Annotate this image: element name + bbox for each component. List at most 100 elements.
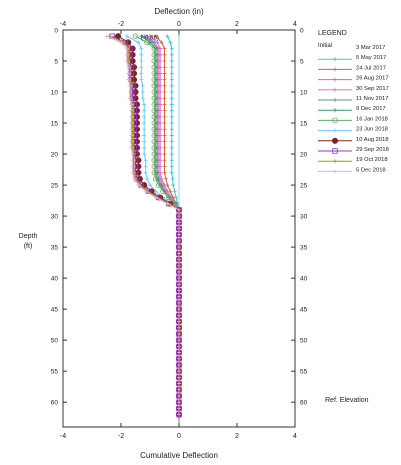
- x-tick-label-bottom: 0: [177, 433, 181, 440]
- series-point: [151, 157, 158, 164]
- y-tick-label-left: 25: [51, 183, 59, 190]
- series-point: [142, 114, 147, 119]
- series-point: [136, 183, 141, 188]
- series-point: [177, 356, 181, 361]
- series-point: [142, 127, 147, 132]
- series-point: [331, 137, 339, 144]
- reference-elevation-label: Ref. Elevation: [325, 397, 369, 404]
- y-tick-label-left: 5: [54, 59, 58, 66]
- y-tick-label-right: 45: [300, 307, 308, 314]
- series-point: [177, 288, 181, 293]
- series-group: [107, 34, 181, 417]
- series-point: [169, 145, 174, 150]
- y-tick-label-left: 30: [51, 214, 59, 221]
- series-point: [139, 46, 144, 51]
- y-tick-label-left: 35: [51, 245, 59, 252]
- series-point: [169, 90, 174, 95]
- series-point: [130, 164, 135, 169]
- series-point: [127, 90, 132, 95]
- series-point: [169, 170, 174, 175]
- series-point: [151, 101, 158, 108]
- series-point: [162, 133, 167, 138]
- series-point: [169, 152, 174, 157]
- series-point: [177, 325, 181, 330]
- series-point: [169, 121, 174, 126]
- series-point: [162, 127, 167, 132]
- x-tick-label-top: 0: [177, 21, 181, 28]
- series-point: [151, 107, 158, 114]
- series-point: [333, 87, 337, 92]
- series-point: [139, 34, 144, 39]
- legend-label: 23 Jun 2018: [356, 127, 388, 133]
- series-point: [177, 393, 181, 398]
- legend: 3 Mar 2017 5 May 2017 24 Jul 2017 26 Aug 20…: [318, 45, 389, 174]
- series-point: [177, 344, 181, 349]
- series-point: [169, 158, 174, 163]
- series-point: [162, 102, 167, 107]
- series-point: [177, 400, 181, 405]
- series-point: [155, 182, 162, 188]
- series-point: [169, 59, 174, 64]
- series-point: [177, 238, 181, 243]
- series-point: [130, 152, 135, 157]
- series-point: [333, 57, 337, 62]
- series-point: [130, 158, 135, 163]
- series-point: [170, 176, 175, 181]
- series-point: [177, 381, 181, 386]
- series-point: [177, 362, 181, 367]
- series-point: [332, 148, 338, 154]
- legend-entry: 10 Aug 2018: [318, 137, 389, 144]
- series-point: [333, 128, 337, 133]
- series-point: [139, 71, 144, 76]
- legend-entry: 9 Dec 2017: [318, 106, 386, 113]
- series-point: [177, 257, 181, 262]
- x-tick-label-top: 2: [235, 21, 239, 28]
- series-point: [126, 77, 131, 82]
- legend-entry: 26 Aug 2017: [318, 76, 389, 82]
- series-point: [151, 169, 158, 176]
- series-point: [333, 159, 337, 164]
- series-point: [145, 176, 150, 181]
- series-point: [142, 152, 147, 157]
- series-point: [162, 121, 167, 126]
- series-point: [177, 226, 181, 231]
- series-point: [129, 114, 134, 119]
- series-point: [165, 34, 170, 39]
- y-tick-label-left: 45: [51, 307, 59, 314]
- series-point: [151, 114, 158, 120]
- series-point: [151, 58, 158, 64]
- series-point: [172, 189, 177, 194]
- series-point: [143, 164, 148, 169]
- series-point: [333, 67, 337, 72]
- y-tick-label-right: 30: [300, 214, 308, 221]
- legend-entry: 19 Oct 2018: [318, 157, 388, 164]
- series-point: [159, 40, 164, 45]
- series-point: [153, 176, 159, 182]
- series-point: [151, 151, 158, 157]
- series-group: [109, 33, 182, 418]
- series-point: [162, 90, 167, 95]
- x-tick-label-bottom: 4: [293, 433, 297, 440]
- y-tick-label-left: 60: [51, 400, 59, 407]
- y-tick-label-left: 40: [51, 276, 59, 283]
- series-line: [117, 35, 180, 415]
- series-point: [177, 251, 181, 256]
- series-point: [151, 145, 158, 151]
- series-point: [162, 71, 167, 76]
- y-tick-label-left: 15: [51, 121, 59, 128]
- series-point: [177, 338, 181, 343]
- series-point: [143, 158, 148, 163]
- series-point: [177, 369, 181, 374]
- series-point: [169, 77, 174, 82]
- series-point: [151, 163, 158, 170]
- series-point: [148, 183, 152, 188]
- series-point: [177, 276, 181, 281]
- series-point: [148, 40, 152, 45]
- y-tick-label-left: 10: [51, 90, 59, 97]
- series-point: [177, 207, 181, 212]
- series-point: [177, 269, 181, 274]
- legend-label: 30 Sep 2017: [356, 86, 389, 92]
- series-point: [129, 108, 134, 113]
- series-point: [177, 214, 181, 219]
- legend-label: 16 Jan 2018: [356, 116, 388, 122]
